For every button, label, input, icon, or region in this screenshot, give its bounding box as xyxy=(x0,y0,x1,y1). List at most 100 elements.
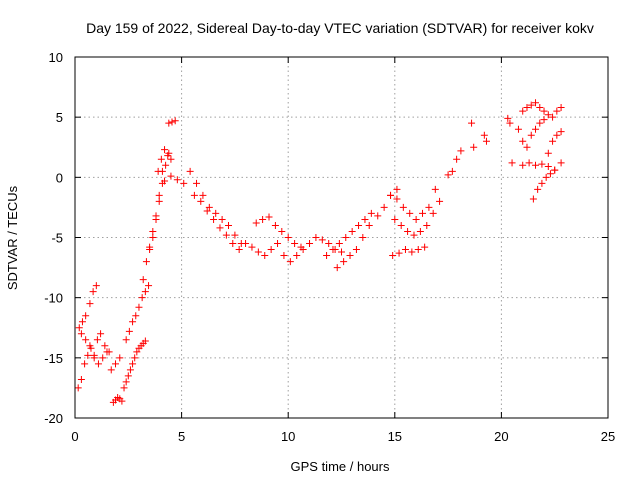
data-point xyxy=(352,246,360,254)
data-point xyxy=(525,159,533,167)
data-point xyxy=(101,342,109,350)
data-point xyxy=(82,312,90,320)
data-point xyxy=(86,342,94,350)
data-point xyxy=(412,215,420,223)
data-point xyxy=(74,384,82,392)
data-point xyxy=(261,252,269,260)
data-point xyxy=(404,227,412,235)
data-point xyxy=(536,119,544,127)
data-point xyxy=(222,231,230,239)
data-point xyxy=(508,159,516,167)
data-point xyxy=(81,360,89,368)
data-point xyxy=(367,209,375,217)
data-point xyxy=(103,348,111,356)
data-point xyxy=(335,240,343,248)
data-point xyxy=(78,318,86,326)
data-point xyxy=(557,104,565,112)
y-tick-label: 5 xyxy=(56,110,63,125)
data-point xyxy=(199,191,207,199)
data-point xyxy=(291,240,299,248)
data-point xyxy=(374,212,382,220)
data-point xyxy=(197,197,205,205)
data-point xyxy=(429,209,437,217)
data-point xyxy=(470,143,478,151)
series-arc-16 xyxy=(323,185,401,260)
series-arc-17 xyxy=(333,221,373,272)
data-point xyxy=(306,240,314,248)
data-point xyxy=(359,234,367,241)
data-point xyxy=(129,318,137,326)
series-arc-20 xyxy=(391,197,444,239)
data-point xyxy=(225,221,233,229)
data-point xyxy=(540,116,548,124)
series-arc-21 xyxy=(444,147,465,179)
data-point xyxy=(557,159,565,167)
data-point xyxy=(519,137,527,145)
data-point xyxy=(97,330,105,338)
data-point xyxy=(89,288,97,296)
axis-ticks: 0 5 10 15 20 25 -20 -15 -10 -5 0 5 10 xyxy=(44,50,615,444)
data-point xyxy=(329,246,337,254)
data-point xyxy=(346,252,354,260)
series-arc-12 xyxy=(190,191,243,254)
series-arc-4 xyxy=(109,394,126,406)
data-point xyxy=(131,354,139,362)
data-point xyxy=(190,191,198,199)
data-point xyxy=(410,231,418,239)
series-arc-8 xyxy=(146,149,173,254)
series-arc-10 xyxy=(165,117,179,127)
series-arc-19 xyxy=(387,185,439,223)
series-arc-11 xyxy=(161,167,245,248)
data-point xyxy=(77,375,85,383)
data-point xyxy=(519,161,527,169)
data-point xyxy=(421,243,429,251)
data-point xyxy=(254,248,262,256)
data-point xyxy=(212,209,220,217)
data-point xyxy=(286,258,294,266)
data-point xyxy=(506,119,514,127)
data-point xyxy=(142,258,150,266)
data-point xyxy=(406,209,414,217)
data-point xyxy=(216,224,224,232)
data-point xyxy=(125,327,133,335)
data-point xyxy=(167,172,175,180)
data-point xyxy=(193,179,201,187)
data-point xyxy=(118,397,126,405)
data-point xyxy=(504,114,512,122)
data-point xyxy=(391,215,399,223)
series-arc-22 xyxy=(468,119,490,151)
data-point xyxy=(532,161,540,169)
data-point xyxy=(523,104,531,112)
data-point xyxy=(210,215,218,223)
y-tick-label: 10 xyxy=(49,50,63,65)
data-point xyxy=(342,234,350,241)
data-point xyxy=(167,155,175,163)
data-point xyxy=(92,282,100,290)
data-point xyxy=(157,155,165,163)
data-point xyxy=(534,185,542,193)
data-point xyxy=(532,125,540,133)
data-point xyxy=(393,195,401,203)
data-point xyxy=(280,252,288,260)
data-point xyxy=(107,366,115,374)
data-point xyxy=(152,215,160,223)
data-point xyxy=(453,155,461,163)
data-point xyxy=(129,360,137,368)
data-point xyxy=(149,234,157,241)
data-point xyxy=(99,354,107,362)
data-point xyxy=(145,282,153,290)
data-point xyxy=(116,354,124,362)
data-point xyxy=(284,234,292,241)
series-arc-5 xyxy=(120,337,149,392)
series-arc-3 xyxy=(77,330,124,374)
data-point xyxy=(553,107,561,115)
data-point xyxy=(122,336,130,344)
data-point xyxy=(551,166,559,174)
data-point xyxy=(448,167,456,175)
y-tick-label: -20 xyxy=(44,411,63,426)
data-point xyxy=(532,99,540,107)
data-point xyxy=(457,147,465,155)
data-point xyxy=(135,303,143,311)
data-point xyxy=(318,236,326,244)
data-point xyxy=(155,197,163,205)
